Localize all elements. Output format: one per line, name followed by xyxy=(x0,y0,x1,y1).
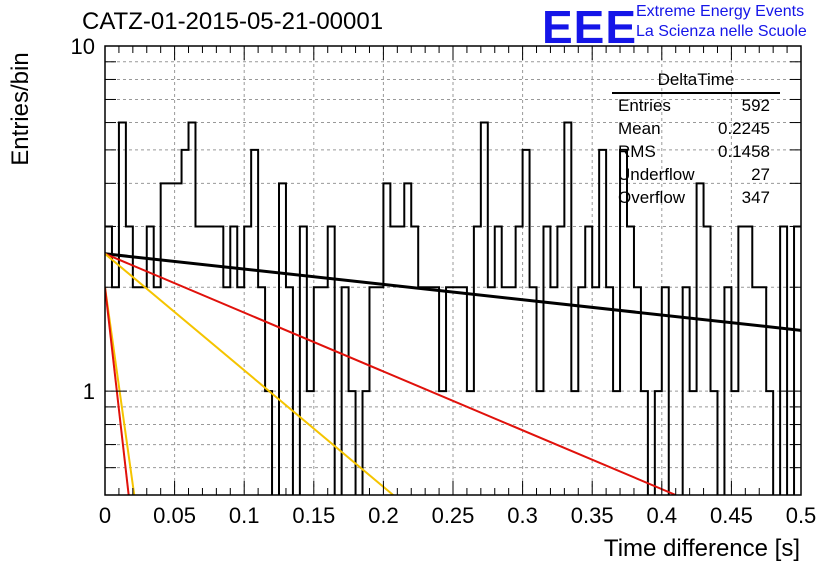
histogram-outline xyxy=(105,121,801,495)
stats-row-overflow: Overflow 347 xyxy=(612,186,780,209)
x-axis-label: Time difference [s] xyxy=(603,535,800,562)
logo-text-line1: Extreme Energy Events xyxy=(636,3,805,20)
fit-curve-1 xyxy=(105,252,801,332)
x-tick-label: 0.5 xyxy=(786,503,817,528)
stats-box-title: DeltaTime xyxy=(612,70,780,94)
x-tick-label: 0.4 xyxy=(647,503,678,528)
stats-key: Mean xyxy=(618,119,661,138)
stats-row-entries: Entries 592 xyxy=(612,94,780,117)
y-axis-label: Entries/bin xyxy=(7,52,34,166)
chart-title: CATZ-01-2015-05-21-00001 xyxy=(82,8,384,35)
logo-text-line2: La Scienza nelle Scuole xyxy=(636,23,807,40)
stats-value: 592 xyxy=(741,96,770,115)
stats-key: RMS xyxy=(618,142,656,161)
y-tick-label: 10 xyxy=(71,34,95,59)
eee-logo: EEE xyxy=(542,1,638,53)
x-tick-label: 0.3 xyxy=(507,503,538,528)
stats-box: DeltaTime Entries 592 Mean 0.2245 RMS 0.… xyxy=(612,70,780,209)
y-tick-label: 1 xyxy=(83,379,95,404)
stats-value: 0.1458 xyxy=(718,142,770,161)
stats-row-rms: RMS 0.1458 xyxy=(612,140,780,163)
x-tick-label: 0.35 xyxy=(571,503,614,528)
stats-value: 0.2245 xyxy=(718,119,770,138)
stats-value: 347 xyxy=(741,188,770,207)
x-tick-label: 0.25 xyxy=(432,503,475,528)
x-tick-label: 0.2 xyxy=(368,503,399,528)
x-tick-label: 0.45 xyxy=(710,503,753,528)
fit-curve-3 xyxy=(105,253,394,495)
stats-key: Entries xyxy=(618,96,671,115)
stats-value: 27 xyxy=(751,165,770,184)
stats-row-underflow: Underflow 27 xyxy=(612,163,780,186)
stats-key: Overflow xyxy=(618,188,686,207)
stats-key: Underflow xyxy=(618,165,695,184)
x-tick-label: 0.05 xyxy=(153,503,196,528)
x-tick-label: 0.1 xyxy=(229,503,260,528)
x-tick-label: 0.15 xyxy=(292,503,335,528)
stats-row-mean: Mean 0.2245 xyxy=(612,117,780,140)
x-tick-label: 0 xyxy=(99,503,111,528)
fit-curve-2 xyxy=(105,252,677,495)
